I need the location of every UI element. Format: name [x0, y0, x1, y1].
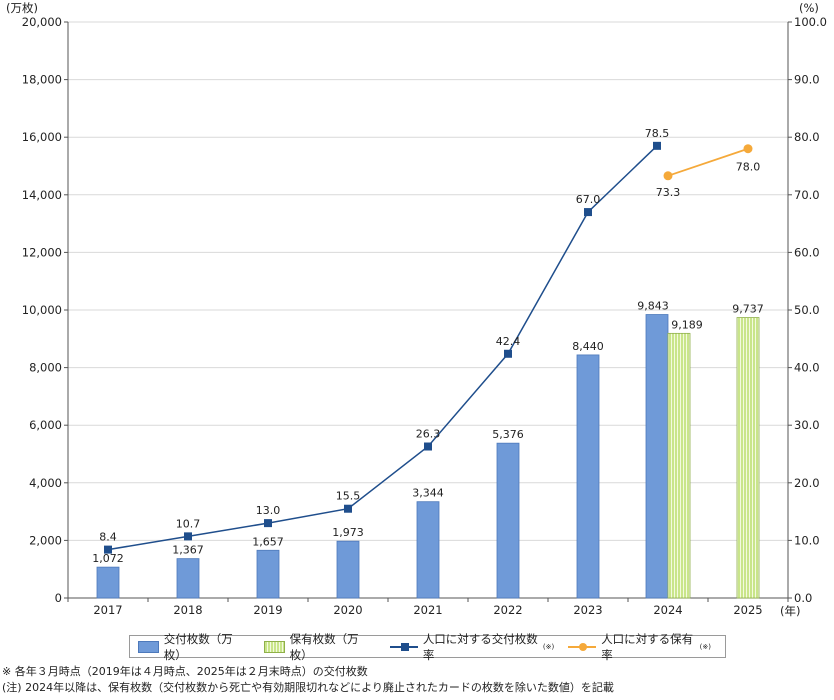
right-tick-label: 50.0: [794, 303, 820, 317]
issue-rate-label: 26.3: [416, 428, 441, 441]
legend-item-issue-rate: 人口に対する交付枚数率 (※): [389, 631, 555, 663]
left-tick-label: 18,000: [22, 73, 62, 87]
issue-rate-point: [584, 208, 592, 217]
legend-swatch-hold-rate: [568, 641, 597, 653]
x-tick-label: 2017: [93, 603, 122, 617]
issue-rate-label: 42.4: [496, 335, 521, 348]
issue-rate-point: [504, 349, 512, 358]
left-tick-label: 20,000: [22, 15, 62, 29]
bar-issued-label: 3,344: [412, 487, 444, 500]
bar-issued-label: 1,072: [92, 552, 124, 565]
x-tick-label: 2022: [493, 603, 522, 617]
legend-label-hold-rate: 人口に対する保有率: [601, 631, 694, 662]
bar-issued: [576, 354, 600, 599]
left-tick-label: 12,000: [22, 245, 62, 259]
bar-held-label: 9,737: [732, 303, 764, 316]
bar-issued: [416, 501, 440, 599]
bar-issued-label: 9,843: [637, 300, 669, 313]
bar-held: [667, 332, 691, 599]
x-tick-label: 2019: [253, 603, 282, 617]
bar-issued-label: 8,440: [572, 340, 604, 353]
left-tick-label: 10,000: [22, 303, 62, 317]
issue-rate-point: [344, 504, 352, 513]
issue-rate-label: 15.5: [336, 490, 361, 503]
right-tick-label: 90.0: [794, 73, 820, 87]
legend-swatch-held: [263, 640, 285, 653]
bar-issued: [176, 558, 200, 599]
footnote-2: (注) 2024年以降は、保有枚数（交付枚数から死亡や有効期限切れなどにより廃止…: [2, 681, 614, 694]
hold-rate-line: [667, 147, 749, 177]
bar-held-label: 9,189: [671, 318, 703, 331]
legend-note-hold-rate: (※): [699, 642, 711, 651]
hold-rate-label: 73.3: [656, 186, 681, 199]
bar-issued-label: 1,973: [332, 526, 364, 539]
issue-rate-label: 67.0: [576, 193, 601, 206]
issue-rate-label: 8.4: [99, 531, 117, 544]
bar-issued-label: 5,376: [492, 428, 524, 441]
issue-rate-label: 10.7: [176, 517, 201, 530]
legend-label-issued: 交付枚数（万枚）: [163, 631, 233, 662]
legend-label-held: 保有枚数（万枚）: [289, 631, 359, 662]
issue-rate-label: 78.5: [645, 127, 670, 140]
left-tick-label: 2,000: [29, 533, 62, 547]
x-tick-label: 2020: [333, 603, 362, 617]
x-tick-label: 2024: [653, 603, 682, 617]
bar-issued-label: 1,657: [252, 535, 284, 548]
issue-rate-point: [184, 532, 192, 541]
right-tick-label: 0.0: [794, 591, 812, 605]
right-axis-unit: (%): [799, 1, 819, 15]
right-tick-label: 80.0: [794, 130, 820, 144]
legend-swatch-issue-rate: [389, 641, 418, 653]
issue-rate-point: [104, 545, 112, 554]
bar-issued: [96, 566, 120, 599]
right-tick-label: 30.0: [794, 418, 820, 432]
x-tick-label: 2025: [733, 603, 762, 617]
bar-issued: [336, 540, 360, 599]
issue-rate-line: [107, 145, 658, 551]
left-axis-unit: (万枚): [6, 1, 38, 15]
chart-marks: 1,072 1,367 1,657 1,973 3,344 5,376 8,440 9,843…: [92, 127, 764, 599]
right-tick-label: 60.0: [794, 245, 820, 259]
legend-item-hold-rate: 人口に対する保有率 (※): [568, 631, 711, 663]
hold-rate-point: [743, 144, 753, 154]
legend-note-issue-rate: (※): [542, 642, 555, 651]
issue-rate-label: 13.0: [256, 504, 281, 517]
issue-rate-point: [653, 141, 661, 150]
bar-issued: [256, 549, 280, 599]
issue-rate-point: [264, 519, 272, 528]
legend-swatch-issued: [138, 640, 159, 653]
right-tick-label: 10.0: [794, 533, 820, 547]
footnote-1: ※ 各年３月時点（2019年は４月時点、2025年は２月末時点）の交付枚数: [2, 665, 368, 678]
bar-issued-label: 1,367: [172, 544, 204, 557]
x-tick-label: 2018: [173, 603, 202, 617]
legend-item-held: 保有枚数（万枚）: [263, 631, 376, 663]
right-tick-label: 70.0: [794, 188, 820, 202]
bar-held: [736, 317, 760, 599]
hold-rate-label: 78.0: [736, 161, 761, 174]
left-tick-label: 0: [55, 591, 62, 605]
right-tick-label: 100.0: [794, 15, 827, 29]
left-tick-label: 6,000: [29, 418, 62, 432]
gridlines: [68, 21, 788, 541]
legend-item-issued: 交付枚数（万枚）: [138, 631, 250, 663]
hold-rate-point: [663, 171, 673, 181]
legend: 交付枚数（万枚） 保有枚数（万枚） 人口に対する交付枚数率 (※) 人口に対する…: [129, 632, 726, 662]
x-tick-label: 2021: [413, 603, 442, 617]
x-tick-label: 2023: [573, 603, 602, 617]
left-tick-label: 4,000: [29, 476, 62, 490]
left-tick-label: 8,000: [29, 361, 62, 375]
left-tick-label: 16,000: [22, 130, 62, 144]
legend-label-issue-rate: 人口に対する交付枚数率: [422, 631, 538, 662]
footnotes: ※ 各年３月時点（2019年は４月時点、2025年は２月末時点）の交付枚数 (注…: [2, 664, 614, 696]
right-tick-label: 20.0: [794, 476, 820, 490]
x-axis-unit: (年): [780, 604, 800, 618]
right-tick-label: 40.0: [794, 361, 820, 375]
bar-issued: [496, 442, 520, 599]
left-tick-label: 14,000: [22, 188, 62, 202]
chart: 0 2,000 4,000 6,000 8,000 10,000 12,000 14,000 1…: [6, 1, 827, 618]
bar-issued: [645, 314, 669, 599]
issue-rate-point: [424, 442, 432, 451]
